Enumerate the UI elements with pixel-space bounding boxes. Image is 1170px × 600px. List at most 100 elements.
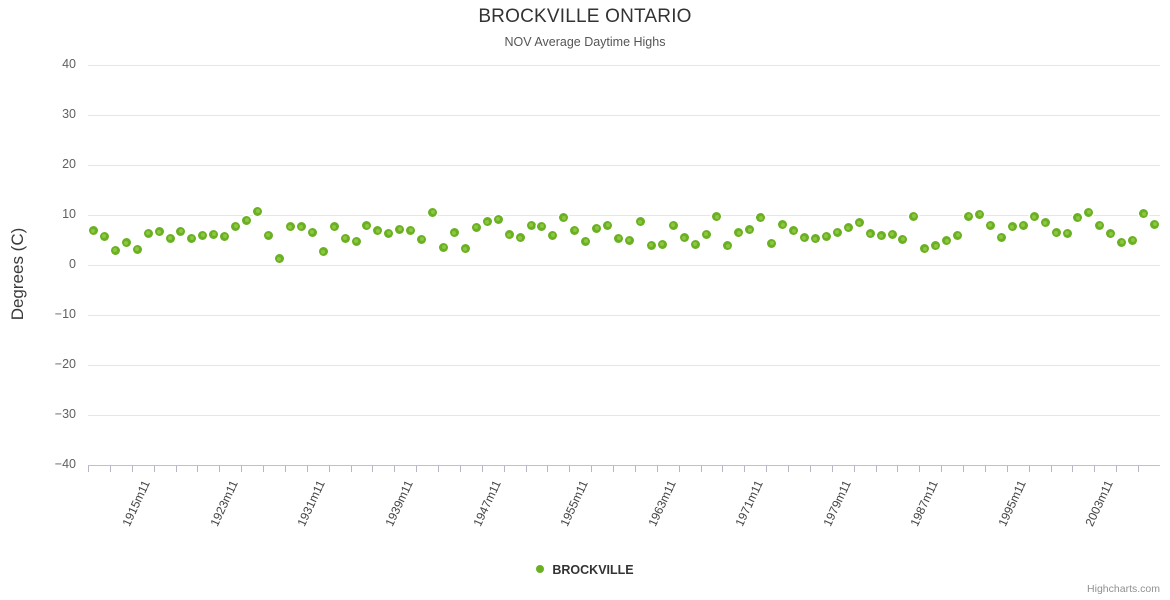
- data-point[interactable]: [734, 228, 744, 237]
- data-point[interactable]: [931, 241, 941, 250]
- data-point[interactable]: [449, 228, 459, 237]
- data-point[interactable]: [1040, 218, 1050, 227]
- data-point[interactable]: [723, 241, 733, 250]
- data-point[interactable]: [121, 238, 131, 247]
- data-point[interactable]: [1062, 228, 1072, 238]
- data-point[interactable]: [559, 213, 569, 222]
- data-point[interactable]: [143, 228, 153, 238]
- data-point[interactable]: [1073, 213, 1083, 222]
- data-point[interactable]: [537, 221, 547, 231]
- data-point[interactable]: [570, 225, 580, 235]
- data-point[interactable]: [581, 236, 591, 246]
- data-point[interactable]: [646, 240, 656, 250]
- data-point[interactable]: [865, 229, 875, 238]
- data-point[interactable]: [745, 225, 755, 234]
- data-point[interactable]: [789, 226, 799, 235]
- data-point[interactable]: [88, 226, 98, 235]
- data-point[interactable]: [176, 226, 186, 236]
- data-point[interactable]: [1150, 219, 1160, 229]
- data-point[interactable]: [198, 230, 208, 240]
- data-point[interactable]: [832, 227, 842, 237]
- data-point[interactable]: [242, 215, 252, 225]
- data-point[interactable]: [548, 230, 558, 240]
- data-point[interactable]: [690, 239, 700, 249]
- data-point[interactable]: [1051, 228, 1061, 237]
- data-point[interactable]: [428, 207, 438, 217]
- data-point[interactable]: [384, 228, 394, 238]
- data-point[interactable]: [99, 231, 109, 241]
- data-point[interactable]: [154, 227, 164, 236]
- data-point[interactable]: [942, 236, 952, 245]
- data-point[interactable]: [504, 230, 514, 239]
- data-point[interactable]: [460, 244, 470, 253]
- data-point[interactable]: [1029, 212, 1039, 221]
- data-point[interactable]: [767, 238, 777, 248]
- data-point[interactable]: [668, 220, 678, 230]
- data-point[interactable]: [493, 214, 503, 224]
- data-point[interactable]: [799, 233, 809, 242]
- data-point[interactable]: [373, 226, 383, 235]
- data-point[interactable]: [887, 229, 897, 239]
- data-point[interactable]: [165, 233, 175, 243]
- data-point[interactable]: [526, 220, 536, 230]
- data-point[interactable]: [274, 254, 284, 263]
- data-point[interactable]: [253, 206, 263, 216]
- data-point[interactable]: [953, 230, 963, 240]
- data-point[interactable]: [406, 225, 416, 235]
- data-point[interactable]: [187, 233, 197, 243]
- data-point[interactable]: [614, 233, 624, 243]
- data-point[interactable]: [285, 222, 295, 231]
- data-point[interactable]: [603, 220, 613, 230]
- data-point[interactable]: [231, 221, 241, 231]
- data-point[interactable]: [810, 234, 820, 243]
- data-point[interactable]: [624, 235, 634, 245]
- data-point[interactable]: [1139, 209, 1149, 218]
- data-point[interactable]: [515, 233, 525, 242]
- data-point[interactable]: [340, 233, 350, 243]
- data-point[interactable]: [318, 247, 328, 256]
- legend-item-brockville[interactable]: BROCKVILLE: [536, 563, 634, 577]
- data-point[interactable]: [439, 242, 448, 252]
- data-point[interactable]: [362, 221, 372, 230]
- data-point[interactable]: [985, 220, 995, 230]
- data-point[interactable]: [756, 213, 766, 222]
- credits-link[interactable]: Highcharts.com: [1087, 583, 1160, 595]
- data-point[interactable]: [701, 229, 711, 239]
- data-point[interactable]: [898, 234, 908, 244]
- data-point[interactable]: [1095, 220, 1105, 230]
- data-point[interactable]: [1018, 220, 1028, 230]
- data-point[interactable]: [209, 229, 219, 239]
- data-point[interactable]: [471, 222, 481, 232]
- data-point[interactable]: [351, 236, 361, 246]
- data-point[interactable]: [996, 232, 1006, 242]
- data-point[interactable]: [592, 223, 602, 233]
- data-point[interactable]: [132, 244, 142, 254]
- data-point[interactable]: [1128, 235, 1138, 245]
- data-point[interactable]: [220, 231, 230, 241]
- data-point[interactable]: [657, 239, 667, 249]
- data-point[interactable]: [417, 234, 427, 244]
- data-point[interactable]: [909, 211, 919, 221]
- data-point[interactable]: [296, 222, 306, 231]
- data-point[interactable]: [110, 245, 120, 255]
- data-point[interactable]: [395, 224, 405, 234]
- data-point[interactable]: [329, 222, 339, 231]
- data-point[interactable]: [854, 218, 864, 227]
- data-point[interactable]: [712, 212, 722, 221]
- data-point[interactable]: [975, 209, 984, 219]
- data-point[interactable]: [843, 223, 853, 232]
- data-point[interactable]: [778, 220, 788, 229]
- data-point[interactable]: [1106, 229, 1116, 238]
- data-point[interactable]: [679, 233, 689, 242]
- data-point[interactable]: [1117, 237, 1127, 247]
- data-point[interactable]: [1084, 207, 1094, 217]
- data-point[interactable]: [635, 217, 645, 226]
- data-point[interactable]: [821, 231, 831, 241]
- data-point[interactable]: [876, 231, 886, 240]
- data-point[interactable]: [920, 244, 930, 253]
- data-point[interactable]: [263, 230, 273, 240]
- data-point[interactable]: [307, 227, 317, 237]
- data-point[interactable]: [482, 217, 492, 226]
- data-point[interactable]: [1007, 222, 1017, 231]
- data-point[interactable]: [964, 211, 974, 221]
